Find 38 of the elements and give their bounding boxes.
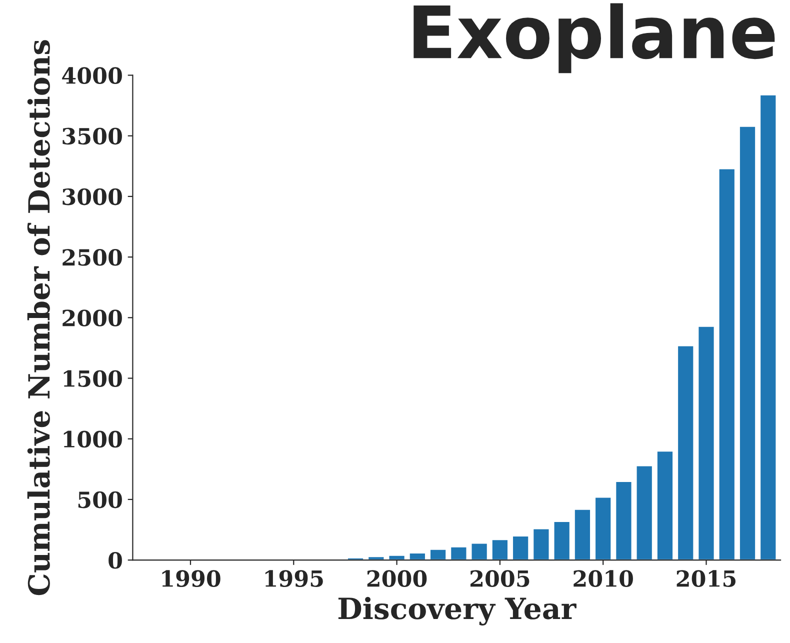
y-axis-title: Cumulative Number of Detections [27, 40, 50, 596]
bar [388, 554, 406, 560]
bar [614, 480, 633, 560]
bar [552, 520, 571, 560]
x-tick-label: 2005 [470, 570, 530, 587]
y-tick-label: 3000 [62, 188, 122, 206]
y-tick-label: 1000 [64, 430, 122, 448]
y-tick-label: 0 [108, 552, 122, 569]
bar [676, 344, 695, 560]
y-tick-label: 2000 [62, 310, 122, 326]
chart-title: Exoplane [414, 3, 775, 74]
bar [594, 496, 612, 560]
bar [512, 535, 530, 560]
bar [429, 548, 447, 560]
bar [738, 125, 756, 560]
bar [656, 450, 674, 560]
bar [759, 94, 778, 560]
bar [718, 168, 736, 560]
bar [635, 464, 654, 560]
x-tick-label: 2000 [367, 570, 427, 587]
bar [574, 508, 592, 560]
x-tick-label: 2015 [676, 570, 736, 587]
y-tick-label: 500 [78, 491, 122, 508]
x-tick-label: 1995 [265, 570, 323, 587]
y-tick-label: 3500 [62, 128, 122, 145]
x-tick-label: 2010 [574, 570, 633, 587]
bar [450, 546, 468, 560]
y-tick-label: 4000 [62, 67, 122, 84]
bar [532, 528, 550, 560]
bar [697, 325, 716, 560]
x-axis-title: Discovery Year [338, 596, 576, 626]
bar [490, 538, 509, 560]
y-tick-label: 1500 [64, 370, 122, 388]
x-tick-label: 1990 [162, 570, 220, 587]
y-tick-label: 2500 [62, 248, 122, 266]
bar [367, 556, 386, 560]
bar [470, 542, 488, 560]
bar [408, 552, 426, 560]
